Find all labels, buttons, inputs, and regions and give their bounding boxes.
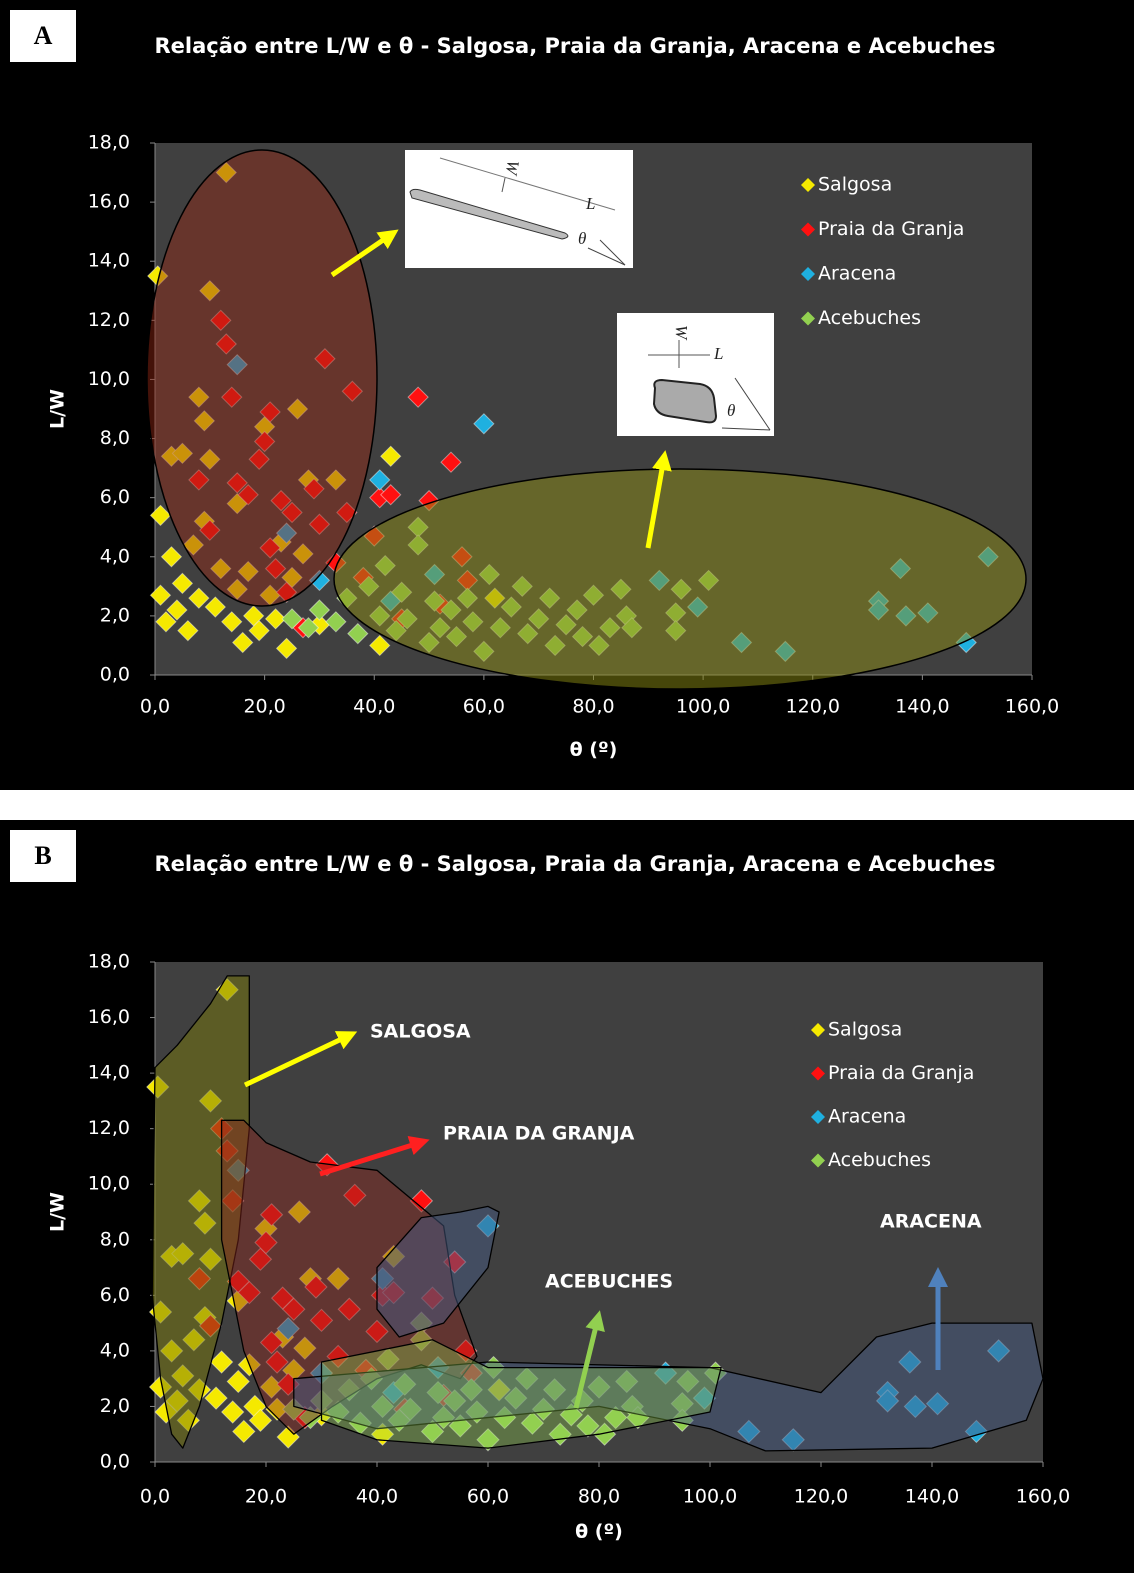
y-tick-label: 2,0 xyxy=(100,1395,130,1417)
y-tick-label: 8,0 xyxy=(100,1228,130,1250)
x-tick-label: 100,0 xyxy=(683,1486,737,1508)
x-tick-label: 160,0 xyxy=(1005,696,1059,718)
y-tick-label: 0,0 xyxy=(100,664,130,686)
x-tick-label: 80,0 xyxy=(578,1486,620,1508)
annotation: SALGOSA xyxy=(370,1021,471,1043)
x-axis-label: θ (º) xyxy=(570,739,618,761)
inset-label: W xyxy=(672,325,691,341)
annotation: ACEBUCHES xyxy=(545,1271,673,1293)
y-tick-label: 10,0 xyxy=(88,1173,130,1195)
inset-label: θ xyxy=(727,401,735,420)
x-axis-label: θ (º) xyxy=(575,1521,623,1543)
y-tick-label: 12,0 xyxy=(88,309,130,331)
x-tick-label: 60,0 xyxy=(467,1486,509,1508)
inset-label: L xyxy=(585,194,595,213)
x-tick-label: 40,0 xyxy=(356,1486,398,1508)
x-tick-label: 40,0 xyxy=(353,696,395,718)
y-tick-label: 18,0 xyxy=(88,132,130,154)
y-tick-label: 4,0 xyxy=(100,1339,130,1361)
y-axis-label: L/W xyxy=(47,1192,69,1232)
y-axis-label: L/W xyxy=(47,389,69,429)
x-tick-label: 20,0 xyxy=(243,696,285,718)
legend-label: Acebuches xyxy=(818,307,921,329)
legend-label: Aracena xyxy=(818,263,896,285)
y-tick-label: 18,0 xyxy=(88,951,130,973)
y-tick-label: 6,0 xyxy=(100,486,130,508)
x-tick-label: 20,0 xyxy=(245,1486,287,1508)
y-tick-label: 14,0 xyxy=(88,1062,130,1084)
legend-label: Praia da Granja xyxy=(828,1062,974,1084)
panel-label: A xyxy=(34,21,53,50)
x-tick-label: 60,0 xyxy=(463,696,505,718)
x-tick-label: 140,0 xyxy=(895,696,949,718)
annotation: ARACENA xyxy=(880,1211,982,1233)
y-tick-label: 10,0 xyxy=(88,368,130,390)
legend-label: Salgosa xyxy=(818,174,892,196)
x-tick-label: 0,0 xyxy=(140,696,170,718)
inset-label: L xyxy=(713,344,723,363)
chart-b: B Relação entre L/W e θ - Salgosa, Praia … xyxy=(0,820,1134,1573)
y-tick-label: 6,0 xyxy=(100,1284,130,1306)
x-tick-label: 80,0 xyxy=(572,696,614,718)
y-tick-label: 4,0 xyxy=(100,545,130,567)
x-tick-label: 0,0 xyxy=(140,1486,170,1508)
legend-label: Acebuches xyxy=(828,1149,931,1171)
x-tick-label: 140,0 xyxy=(905,1486,959,1508)
chart-a: A Relação entre L/W e θ - Salgosa, Praia … xyxy=(0,0,1134,790)
region xyxy=(334,469,1026,689)
y-tick-label: 12,0 xyxy=(88,1117,130,1139)
panel-label: B xyxy=(34,841,51,870)
legend-label: Aracena xyxy=(828,1106,906,1128)
x-tick-label: 100,0 xyxy=(676,696,730,718)
x-tick-label: 120,0 xyxy=(794,1486,848,1508)
annotation: PRAIA DA GRANJA xyxy=(443,1123,635,1145)
legend-label: Praia da Granja xyxy=(818,218,964,240)
chart-title: Relação entre L/W e θ - Salgosa, Praia d… xyxy=(154,34,995,58)
region xyxy=(147,150,377,606)
x-tick-label: 160,0 xyxy=(1016,1486,1070,1508)
chart-title: Relação entre L/W e θ - Salgosa, Praia d… xyxy=(154,852,995,876)
page: A Relação entre L/W e θ - Salgosa, Praia … xyxy=(0,0,1134,1573)
y-tick-label: 8,0 xyxy=(100,427,130,449)
y-tick-label: 2,0 xyxy=(100,604,130,626)
x-tick-label: 120,0 xyxy=(786,696,840,718)
y-tick-label: 14,0 xyxy=(88,250,130,272)
inset-label: θ xyxy=(578,229,586,248)
y-tick-label: 16,0 xyxy=(88,191,130,213)
legend-label: Salgosa xyxy=(828,1019,902,1041)
y-tick-label: 16,0 xyxy=(88,1006,130,1028)
y-tick-label: 0,0 xyxy=(100,1451,130,1473)
